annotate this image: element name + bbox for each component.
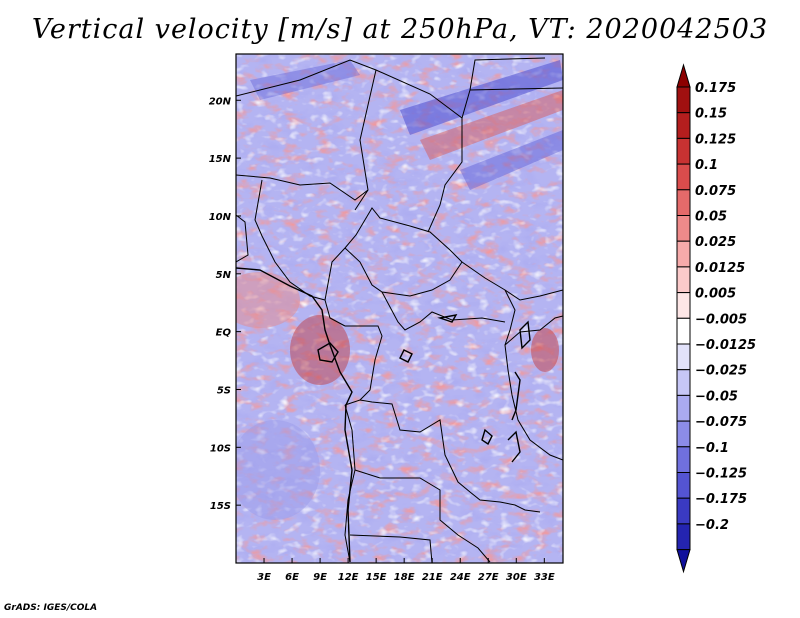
colorbar-swatch <box>676 215 691 242</box>
x-tick-label: 33E <box>534 572 555 583</box>
colorbar-label: 0.175 <box>695 81 736 96</box>
colorbar-swatch <box>676 446 691 473</box>
colorbar-label: −0.05 <box>695 389 738 404</box>
y-tick-label: 15N <box>209 154 232 165</box>
colorbar-label: −0.025 <box>695 364 747 379</box>
colorbar-swatch <box>676 394 691 422</box>
colorbar: 0.175 0.15 0.125 0.1 0.075 0.05 0.025 0.0125 0.0… <box>676 63 756 574</box>
map-title: Vertical velocity [m/s] at 250hPa, VT: 2… <box>31 14 769 45</box>
grads-credit: GrADS: IGES/COLA <box>4 603 98 613</box>
colorbar-swatch <box>676 292 691 319</box>
colorbar-label: −0.125 <box>695 467 747 482</box>
colorbar-swatch <box>676 137 691 165</box>
colorbar-swatch <box>676 163 691 191</box>
plot-frame <box>235 53 564 564</box>
y-tick-label: 10N <box>209 212 232 223</box>
x-tick-label: 9E <box>313 572 327 583</box>
colorbar-swatch <box>676 189 691 217</box>
colorbar-label: 0.025 <box>695 235 736 250</box>
cameroon-updraft-zone <box>290 315 350 385</box>
colorbar-label: −0.2 <box>695 518 729 533</box>
y-tick-label: 5S <box>217 385 231 396</box>
y-tick-label: 10S <box>210 443 231 454</box>
colorbar-swatch <box>676 112 691 139</box>
country-boundaries <box>236 57 563 563</box>
colorbar-swatch <box>676 86 691 114</box>
y-tick-label: 5N <box>216 270 232 281</box>
coastlines <box>236 267 531 563</box>
guinea-warm-zone <box>236 272 300 328</box>
southwest-subsidence-zone <box>236 420 320 520</box>
colorbar-label: −0.005 <box>695 312 747 327</box>
colorbar-label: −0.075 <box>695 415 747 430</box>
colorbar-label: 0.15 <box>695 107 727 122</box>
colorbar-swatch <box>676 317 691 345</box>
colorbar-label: 0.005 <box>695 287 736 302</box>
colorbar-bottom-arrow <box>676 549 691 574</box>
colorbar-label: −0.1 <box>695 441 729 456</box>
colorbar-label: 0.075 <box>695 184 736 199</box>
colorbar-swatch <box>676 472 691 499</box>
colorbar-label: −0.0125 <box>695 338 756 353</box>
colorbar-label: 0.1 <box>695 158 718 173</box>
y-tick-label: 15S <box>210 501 231 512</box>
colorbar-swatch <box>676 523 691 551</box>
y-tick-label: 20N <box>209 96 232 107</box>
colorbar-label: 0.125 <box>695 132 736 147</box>
x-tick-label: 30E <box>506 572 527 583</box>
colorbar-swatch <box>676 240 691 268</box>
lake-victoria-updraft-zone <box>531 328 559 372</box>
x-tick-label: 12E <box>338 572 359 583</box>
colorbar-swatch <box>676 266 691 294</box>
colorbar-label: −0.175 <box>695 492 747 507</box>
x-tick-label: 15E <box>366 572 387 583</box>
jet-streaks <box>250 60 563 190</box>
colorbar-swatch <box>676 343 691 371</box>
colorbar-top-arrow <box>676 63 691 88</box>
x-tick-label: 21E <box>422 572 443 583</box>
colorbar-swatch <box>676 497 691 525</box>
colorbar-swatch <box>676 369 691 396</box>
velocity-field <box>236 54 563 563</box>
x-tick-label: 24E <box>450 572 471 583</box>
x-tick-label: 6E <box>285 572 299 583</box>
colorbar-swatch <box>676 420 691 448</box>
x-tick-label: 27E <box>478 572 499 583</box>
x-tick-label: 18E <box>394 572 415 583</box>
colorbar-label: 0.0125 <box>695 261 745 276</box>
colorbar-label: 0.05 <box>695 210 727 225</box>
y-tick-label: EQ <box>216 328 232 339</box>
x-axis: 3E 6E 9E 12E 15E 18E 21E 24E 27E 30E 33E <box>257 558 555 583</box>
x-tick-label: 3E <box>257 572 271 583</box>
y-axis: 20N 15N 10N 5N EQ 5S 10S 15S <box>209 96 241 512</box>
